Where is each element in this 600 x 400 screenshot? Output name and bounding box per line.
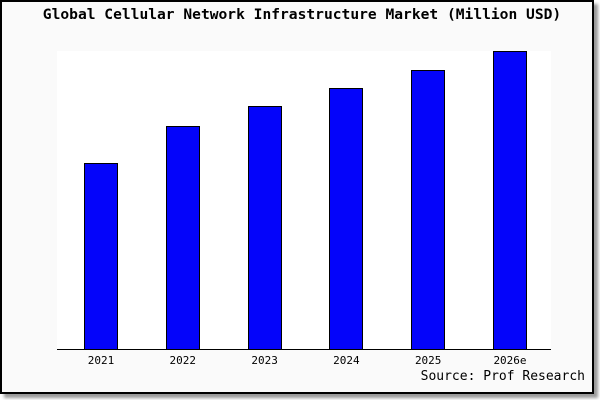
x-tick-label-2025: 2025 <box>414 354 442 367</box>
x-tick-label-2023: 2023 <box>251 354 278 367</box>
bar-2025 <box>411 70 445 349</box>
source-credit: Source: Prof Research <box>420 369 585 384</box>
x-tick-label-2026e: 2026e <box>493 354 527 367</box>
bar-2026e <box>493 51 527 349</box>
x-axis-labels: 2021 2022 2023 2024 2025 2026e <box>57 354 551 370</box>
bar-2021 <box>84 162 118 349</box>
chart-title: Global Cellular Network Infrastructure M… <box>42 6 562 23</box>
x-tick-label-2022: 2022 <box>169 354 197 367</box>
chart-figure: Global Cellular Network Infrastructure M… <box>0 0 594 394</box>
plot-area <box>57 51 551 350</box>
bar-2023 <box>248 106 282 349</box>
bar-2022 <box>166 125 200 349</box>
x-tick-label-2021: 2021 <box>87 354 115 367</box>
bar-2024 <box>329 88 363 349</box>
x-tick-label-2024: 2024 <box>333 354 360 367</box>
